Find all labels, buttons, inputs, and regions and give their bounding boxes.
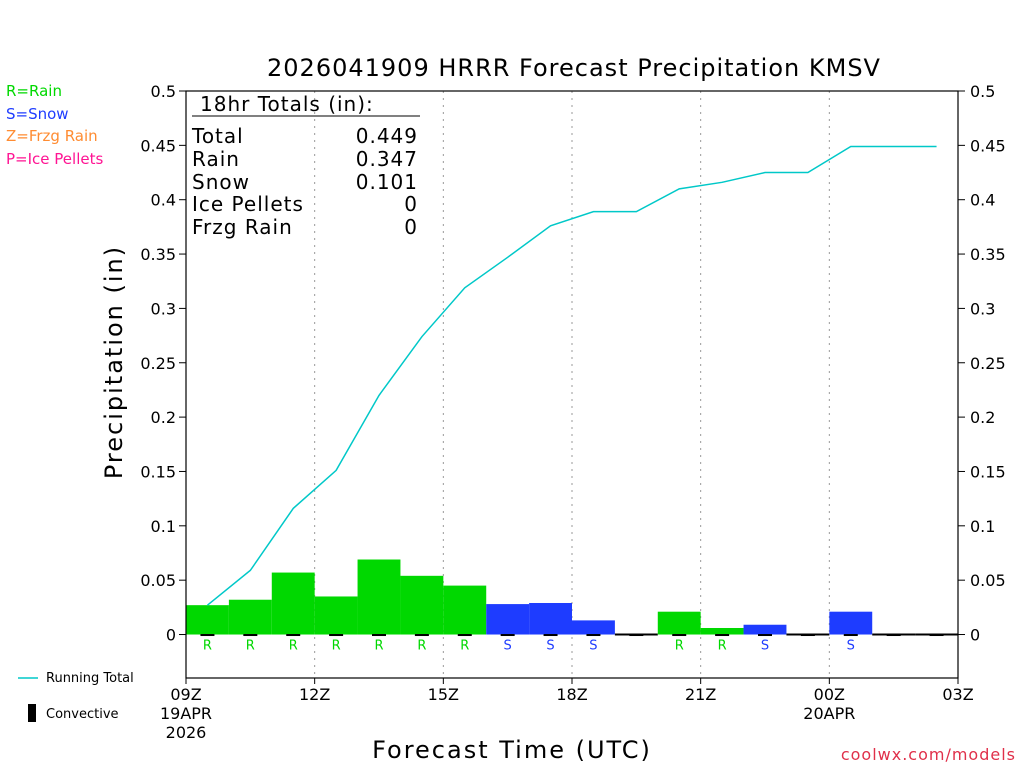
ptype-label: R (460, 639, 469, 654)
x-tick-label: 21Z (685, 685, 716, 704)
ptype-label: S (589, 639, 597, 654)
y-tick-label-left: 0.15 (140, 462, 176, 481)
y-tick-label-left: 0.4 (151, 191, 176, 210)
totals-value-snow: 0.101 (356, 170, 418, 194)
y-tick-label-left: 0.05 (140, 571, 176, 590)
precip-bar (657, 611, 701, 635)
totals-box: 18hr Totals (in): Total 0.449 Rain 0.347… (191, 92, 420, 239)
totals-label-total: Total (191, 124, 244, 148)
y-tick-label-left: 0.2 (151, 408, 176, 427)
y-tick-label-right: 0.1 (970, 517, 995, 536)
y-axis-ticks: 0 00.05 0.050.1 0.10.15 0.150.2 0.20.25 0.250.… (140, 82, 1005, 645)
y-tick-label-right: 0.05 (970, 571, 1006, 590)
x-tick-label: 18Z (556, 685, 587, 704)
y-tick-label-right: 0 (970, 626, 980, 645)
precip-bar (743, 624, 787, 635)
totals-value-ice-pellets: 0 (404, 192, 418, 216)
convective-legend-label: Convective (46, 707, 119, 722)
ptype-label: R (718, 639, 727, 654)
y-tick-label-left: 0.5 (151, 82, 176, 101)
precip-bar (529, 602, 572, 635)
bottom-legend: Running Total Convective (18, 671, 134, 722)
x-tick-sublabel: 20APR (803, 704, 855, 723)
y-tick-label-right: 0.3 (970, 299, 995, 318)
precip-bar (186, 605, 229, 635)
running-total-legend-label: Running Total (46, 671, 134, 686)
y-axis-label: Precipitation (in) (100, 245, 128, 479)
precip-bar (443, 585, 487, 635)
ptype-label: R (374, 639, 383, 654)
ptype-label: R (203, 639, 212, 654)
x-tick-sublabel: 19APR (160, 704, 212, 723)
precip-bars (186, 559, 958, 636)
y-tick-label-left: 0.45 (140, 136, 176, 155)
x-tick-label: 09Z (170, 685, 201, 704)
source-credit: coolwx.com/models (841, 745, 1016, 764)
ptype-label: R (417, 639, 426, 654)
totals-label-snow: Snow (192, 170, 250, 194)
y-tick-label-left: 0.25 (140, 354, 176, 373)
precip-bar (572, 620, 615, 635)
y-tick-label-right: 0.5 (970, 82, 995, 101)
precip-bar (400, 575, 444, 635)
totals-value-total: 0.449 (356, 124, 418, 148)
y-tick-label-left: 0.1 (151, 517, 176, 536)
y-tick-label-right: 0.25 (970, 354, 1006, 373)
precip-bar (357, 559, 401, 635)
totals-label-rain: Rain (192, 147, 240, 171)
y-tick-label-left: 0.35 (140, 245, 176, 264)
y-tick-label-right: 0.2 (970, 408, 995, 427)
precip-bar (486, 604, 530, 635)
legend-frzg-rain: Z=Frzg Rain (6, 127, 98, 145)
y-tick-label-left: 0.3 (151, 299, 176, 318)
y-tick-label-right: 0.15 (970, 462, 1006, 481)
ptype-label: R (332, 639, 341, 654)
convective-legend-swatch (28, 704, 36, 722)
ptype-label: S (761, 639, 769, 654)
totals-value-rain: 0.347 (356, 147, 418, 171)
y-tick-label-right: 0.35 (970, 245, 1006, 264)
running-total-line (206, 145, 937, 606)
legend-rain: R=Rain (6, 82, 62, 100)
legend-ice-pellets: P=Ice Pellets (6, 150, 103, 168)
ptype-label: R (246, 639, 255, 654)
x-tick-label: 00Z (814, 685, 845, 704)
y-tick-label-right: 0.4 (970, 191, 995, 210)
x-tick-label: 12Z (299, 685, 330, 704)
precip-bar (228, 599, 272, 635)
x-tick-label: 03Z (942, 685, 973, 704)
totals-value-frzg-rain: 0 (404, 215, 418, 239)
totals-header: 18hr Totals (in): (200, 92, 374, 116)
chart-title: 2026041909 HRRR Forecast Precipitation K… (267, 54, 881, 82)
x-tick-sublabel: 2026 (166, 723, 207, 742)
ptype-legend: R=Rain S=Snow Z=Frzg Rain P=Ice Pellets (6, 82, 103, 168)
precip-bar (700, 627, 744, 635)
legend-snow: S=Snow (6, 105, 69, 123)
precip-bar (829, 611, 873, 635)
ptype-label: S (847, 639, 855, 654)
ptype-label: S (504, 639, 512, 654)
plot-frame (185, 90, 959, 679)
y-tick-label-left: 0 (166, 626, 176, 645)
x-axis-label: Forecast Time (UTC) (372, 736, 652, 764)
x-tick-label: 15Z (428, 685, 459, 704)
ptype-label: R (675, 639, 684, 654)
ptype-label: S (546, 639, 554, 654)
precip-bar (271, 572, 315, 635)
ptype-label: R (289, 639, 298, 654)
precip-bar (314, 596, 358, 635)
totals-label-frzg-rain: Frzg Rain (192, 215, 293, 239)
totals-label-ice-pellets: Ice Pellets (192, 192, 304, 216)
y-tick-label-right: 0.45 (970, 136, 1006, 155)
